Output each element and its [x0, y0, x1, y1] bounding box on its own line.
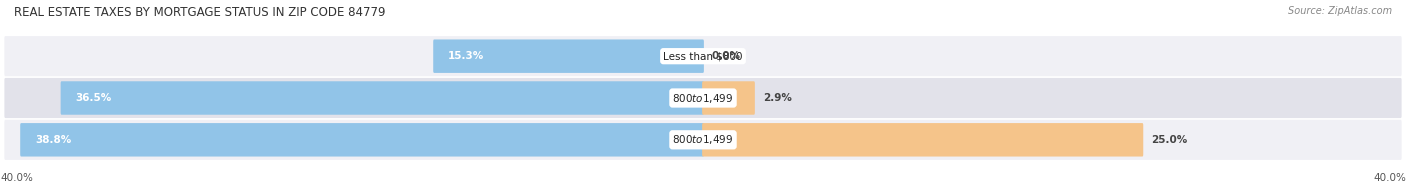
FancyBboxPatch shape	[4, 78, 1402, 118]
Text: 36.5%: 36.5%	[76, 93, 112, 103]
Text: 40.0%: 40.0%	[1374, 173, 1406, 183]
Text: $800 to $1,499: $800 to $1,499	[672, 92, 734, 104]
FancyBboxPatch shape	[20, 123, 704, 157]
Text: Source: ZipAtlas.com: Source: ZipAtlas.com	[1288, 6, 1392, 16]
FancyBboxPatch shape	[60, 81, 704, 115]
Text: 38.8%: 38.8%	[35, 135, 72, 145]
FancyBboxPatch shape	[4, 120, 1402, 160]
Text: 0.0%: 0.0%	[711, 51, 741, 61]
FancyBboxPatch shape	[702, 123, 1143, 157]
FancyBboxPatch shape	[702, 81, 755, 115]
Text: $800 to $1,499: $800 to $1,499	[672, 133, 734, 146]
Text: 2.9%: 2.9%	[762, 93, 792, 103]
Text: 15.3%: 15.3%	[449, 51, 485, 61]
Text: 40.0%: 40.0%	[0, 173, 32, 183]
Text: 25.0%: 25.0%	[1152, 135, 1188, 145]
Text: Less than $800: Less than $800	[664, 51, 742, 61]
Text: REAL ESTATE TAXES BY MORTGAGE STATUS IN ZIP CODE 84779: REAL ESTATE TAXES BY MORTGAGE STATUS IN …	[14, 6, 385, 19]
FancyBboxPatch shape	[4, 36, 1402, 76]
FancyBboxPatch shape	[433, 39, 704, 73]
